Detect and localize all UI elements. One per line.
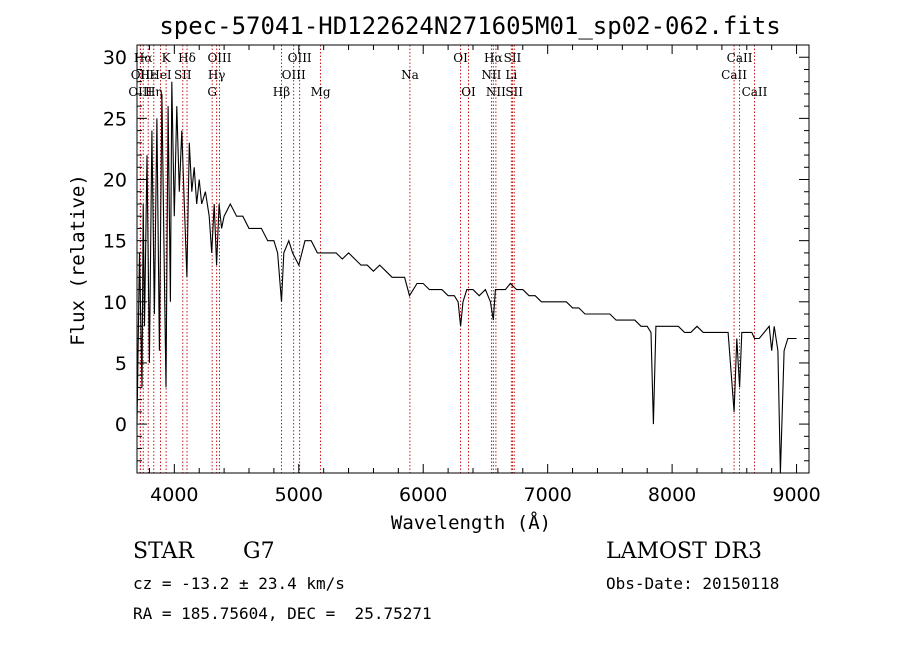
plot-frame [136,44,810,474]
line-marker-label-22: SII [504,51,522,65]
line-marker-label-14: OIII [282,68,306,82]
line-marker-label-6: HeI [149,68,172,82]
y-tick-label-25: 25 [103,108,127,130]
line-marker-label-7: SII [174,68,192,82]
line-marker-label-5: K [162,51,172,65]
x-tick-label-5000: 5000 [275,484,323,506]
line-marker-label-24: SII [505,85,523,99]
line-marker-label-21: NII [486,85,506,99]
obs-date-text: Obs-Date: 20150118 [606,574,780,593]
y-tick-label-10: 10 [103,292,127,314]
line-marker-label-10: Hγ [208,68,226,82]
line-marker-label-12: Hβ [273,85,290,99]
line-marker-label-2: OIII [128,85,152,99]
line-marker-label-16: Na [401,68,419,82]
spectrum-line [136,81,797,474]
emission-line-markers [139,45,755,473]
y-tick-label-30: 30 [103,47,127,69]
x-axis-label: Wavelength (Å) [391,511,551,534]
x-axis-ticks: 4000 5000 6000 7000 8000 9000 [148,45,821,506]
y-tick-label-0: 0 [115,414,127,436]
line-marker-label-26: CaII [721,68,747,82]
line-marker-label-19: Hα [484,51,503,65]
line-marker-label-20: NII [481,68,501,82]
line-marker-label-4: Hη [145,85,163,99]
y-tick-label-15: 15 [103,231,127,253]
line-marker-label-3: Hε [140,68,157,82]
line-marker-label-27: CaII [742,85,768,99]
line-marker-label-11: G [207,85,217,99]
x-tick-label-9000: 9000 [772,484,820,506]
y-tick-label-5: 5 [115,353,127,375]
line-marker-label-18: OI [461,85,476,99]
line-marker-label-0: Hα [134,51,153,65]
object-subclass: G7 [243,539,275,564]
x-tick-label-4000: 4000 [150,484,198,506]
y-axis-label: Flux (relative) [67,174,89,346]
coordinates-text: RA = 185.75604, DEC = 25.75271 [133,604,432,623]
redshift-text: cz = -13.2 ± 23.4 km/s [133,574,345,593]
line-marker-label-25: CaII [727,51,753,65]
line-marker-label-1: OII [131,68,151,82]
x-tick-label-6000: 6000 [399,484,447,506]
line-marker-label-9: OIII [207,51,231,65]
object-type: STAR [133,539,194,564]
line-marker-label-8: Hδ [178,51,196,65]
line-marker-label-13: OIII [288,51,312,65]
line-marker-label-15: Mg [311,85,331,99]
survey-name: LAMOST DR3 [606,539,762,564]
chart-title: spec-57041-HD122624N271605M01_sp02-062.f… [159,12,780,40]
x-tick-label-8000: 8000 [648,484,696,506]
line-marker-label-23: Li [505,68,517,82]
x-tick-label-7000: 7000 [523,484,571,506]
y-axis-ticks: 0 5 10 15 20 25 30 [103,44,809,474]
line-marker-label-17: OI [453,51,468,65]
y-tick-label-20: 20 [103,170,127,192]
